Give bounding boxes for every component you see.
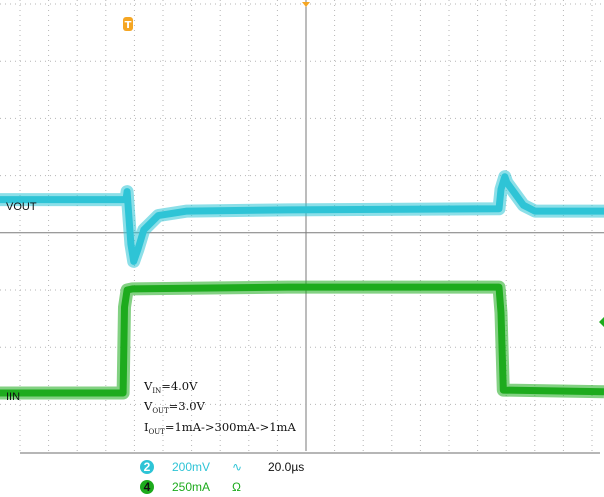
channel-2-coupling-icon: ∿ bbox=[232, 460, 242, 474]
vout-waveform bbox=[0, 170, 604, 268]
annotation-vout: VOUT=3.0V bbox=[143, 399, 206, 415]
iin-trace-band bbox=[0, 280, 604, 400]
annotation-iout: IOUT=1mA->300mA->1mA bbox=[144, 420, 296, 436]
iin-trace-line bbox=[0, 283, 604, 397]
channel-4-number: 4 bbox=[144, 480, 151, 494]
channel-4-scale: 250mA bbox=[172, 480, 210, 494]
trigger-marker: T bbox=[123, 17, 133, 31]
trigger-marker-label: T bbox=[125, 20, 132, 31]
channel-2-scale: 200mV bbox=[172, 460, 210, 474]
timebase-readout: 20.0µs bbox=[268, 460, 304, 474]
waveform-traces bbox=[0, 170, 604, 400]
channel-4-badge bbox=[140, 480, 154, 494]
channel-2-badge bbox=[140, 460, 154, 474]
vout-channel-label: VOUT bbox=[6, 201, 37, 213]
status-bar: 2 200mV ∿ 20.0µs 4 250mA Ω bbox=[20, 452, 600, 494]
channel-2-number: 2 bbox=[144, 460, 151, 474]
iin-channel-label: IIN bbox=[6, 391, 20, 403]
trigger-position-icon bbox=[302, 2, 310, 7]
trigger-level-icon bbox=[599, 317, 604, 327]
annotation-vin: VIN=4.0V bbox=[143, 379, 198, 395]
vout-trace-line bbox=[0, 173, 604, 265]
channel-4-coupling-icon: Ω bbox=[232, 480, 241, 494]
iin-waveform bbox=[0, 280, 604, 400]
test-conditions: VIN=4.0V VOUT=3.0V IOUT=1mA->300mA->1mA bbox=[143, 379, 296, 436]
graticule bbox=[0, 0, 604, 451]
